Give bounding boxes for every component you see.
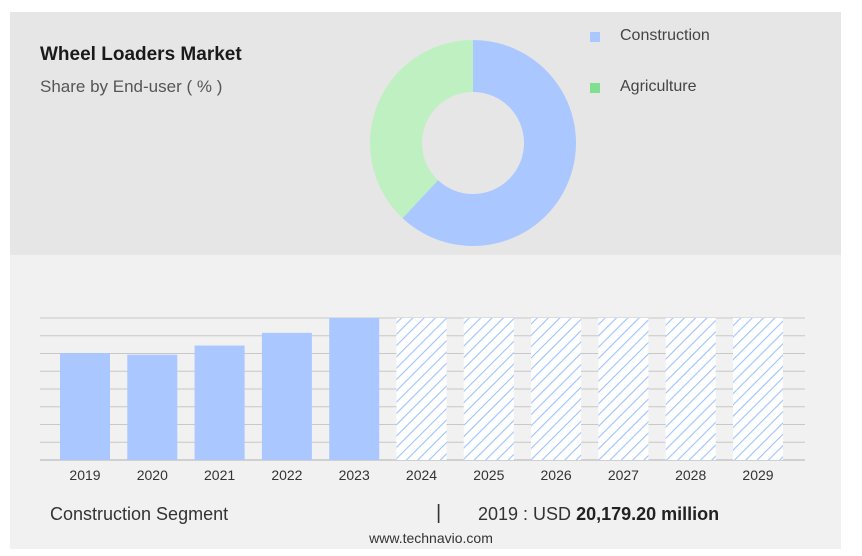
legend-swatch-agriculture bbox=[590, 83, 600, 93]
footer-segment-label: Construction Segment bbox=[50, 504, 229, 524]
bar-2022 bbox=[261, 332, 312, 460]
forecast-bar-2029 bbox=[733, 318, 783, 460]
forecast-bar-2025 bbox=[463, 318, 514, 460]
chart-subtitle: Share by End-user ( % ) bbox=[40, 77, 223, 96]
forecast-bar-2026 bbox=[531, 318, 582, 460]
bar-chart: 2019 2020 2021 2022 2023 2024 2025 2026 2027 2028… bbox=[40, 317, 805, 483]
bar-2021 bbox=[194, 345, 245, 460]
footer-divider: | bbox=[436, 502, 442, 524]
x-tick-label-2029: 2029 bbox=[742, 467, 773, 483]
x-tick-label-2028: 2028 bbox=[675, 467, 706, 483]
x-tick-label-2019: 2019 bbox=[69, 467, 100, 483]
footer-value-amount: 20,179.20 million bbox=[576, 504, 720, 524]
x-tick-label-2025: 2025 bbox=[473, 467, 504, 483]
source-url: www.technavio.com bbox=[369, 530, 493, 546]
x-tick-label-2024: 2024 bbox=[406, 467, 437, 483]
donut-slice-agriculture bbox=[369, 40, 473, 219]
donut-slice-construction bbox=[402, 40, 576, 246]
x-tick-label-2026: 2026 bbox=[541, 467, 572, 483]
bar-2020 bbox=[127, 354, 178, 460]
bar-2019 bbox=[60, 353, 110, 460]
x-tick-label-2021: 2021 bbox=[204, 467, 235, 483]
legend-label-agriculture: Agriculture bbox=[620, 78, 697, 95]
footer-value: 2019 : USD 20,179.20 million bbox=[478, 504, 719, 525]
forecast-bar-2028 bbox=[665, 318, 716, 460]
x-tick-label-2022: 2022 bbox=[271, 467, 302, 483]
legend-swatch-construction bbox=[590, 32, 600, 42]
x-tick-label-2027: 2027 bbox=[608, 467, 639, 483]
forecast-bar-2027 bbox=[598, 318, 649, 460]
x-tick-label-2023: 2023 bbox=[339, 467, 370, 483]
donut-chart bbox=[369, 40, 576, 246]
chart-title: Wheel Loaders Market bbox=[40, 44, 242, 65]
footer-year-prefix: 2019 : USD bbox=[478, 504, 577, 524]
legend-label-construction: Construction bbox=[620, 27, 710, 44]
bar-2023 bbox=[329, 318, 380, 460]
x-tick-label-2020: 2020 bbox=[137, 467, 168, 483]
forecast-bar-2024 bbox=[396, 318, 447, 460]
